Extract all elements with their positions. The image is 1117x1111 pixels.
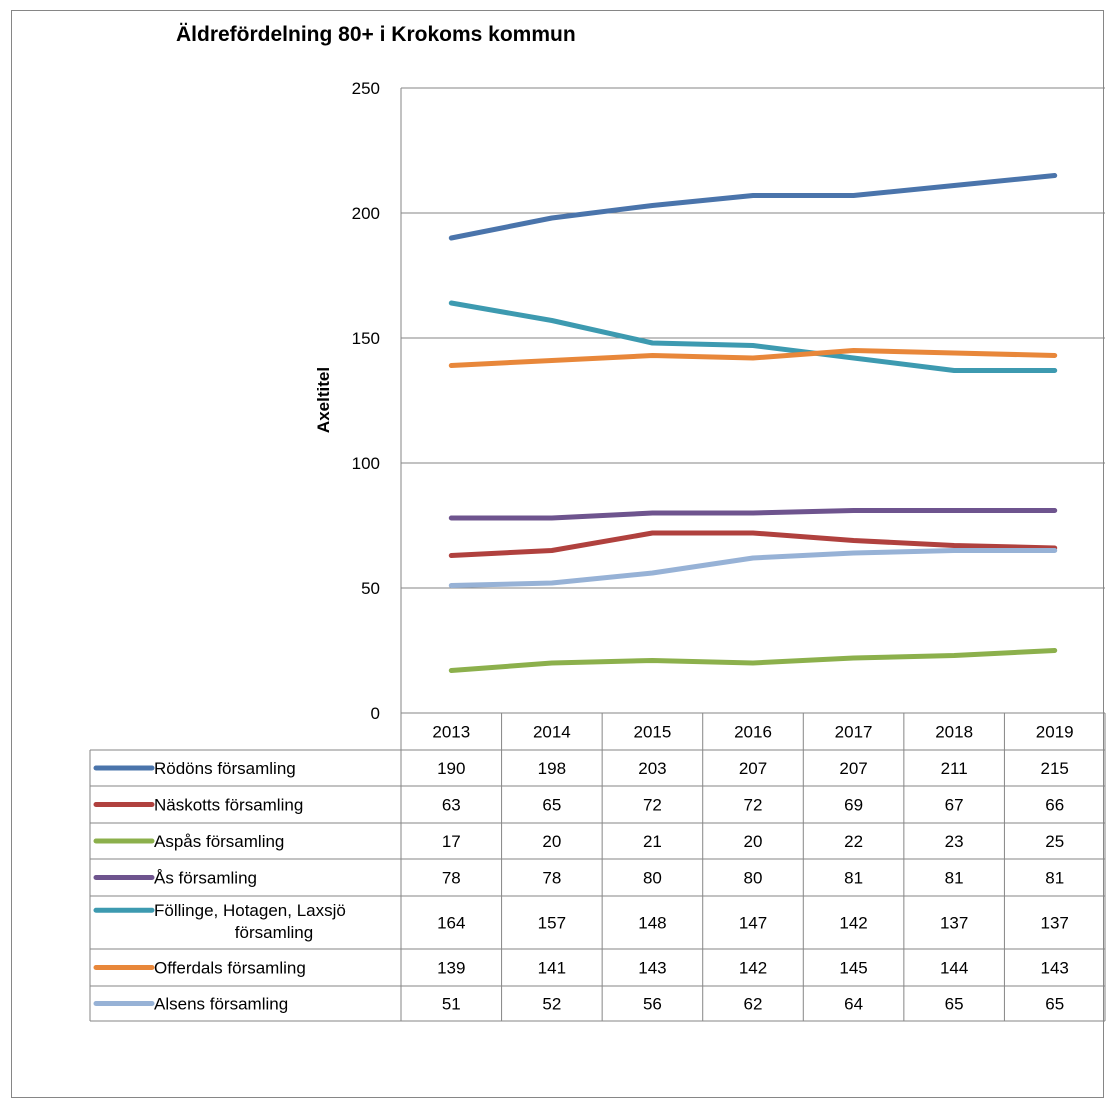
data-label: 139: [437, 959, 465, 978]
data-label: 67: [945, 796, 964, 815]
data-label: 65: [542, 796, 561, 815]
data-label: 23: [945, 832, 964, 851]
data-label: 143: [638, 959, 666, 978]
data-label: 72: [744, 796, 763, 815]
data-label: 207: [739, 759, 767, 778]
data-label: 211: [941, 759, 968, 778]
data-label: 17: [442, 832, 461, 851]
data-label: 141: [538, 959, 566, 978]
data-label: 22: [844, 832, 863, 851]
series-line: [448, 530, 1058, 558]
series-line: [448, 508, 1058, 521]
data-label: 66: [1045, 796, 1064, 815]
x-tick-label: 2014: [533, 723, 571, 742]
legend-label: Rödöns församling: [154, 759, 296, 778]
y-tick-label: 250: [352, 79, 380, 98]
legend-label: Offerdals församling: [154, 959, 306, 978]
data-label: 81: [844, 869, 863, 888]
legend-label: Aspås församling: [154, 832, 284, 851]
data-label: 62: [744, 995, 763, 1014]
y-tick-label: 200: [352, 204, 380, 223]
series-line: [448, 173, 1058, 241]
legend-label: Alsens församling: [154, 995, 288, 1014]
series-line: [448, 648, 1058, 673]
data-label: 51: [442, 995, 461, 1014]
data-label: 207: [839, 759, 867, 778]
data-label: 20: [744, 832, 763, 851]
y-tick-label: 0: [371, 704, 380, 723]
data-label: 157: [538, 914, 566, 933]
data-label: 56: [643, 995, 662, 1014]
chart-frame: [11, 10, 1104, 1098]
data-label: 65: [945, 995, 964, 1014]
legend-label: Föllinge, Hotagen, Laxsjö församling: [154, 901, 346, 942]
data-label: 137: [1041, 914, 1069, 933]
x-tick-label: 2016: [734, 723, 772, 742]
series-lines: [448, 173, 1058, 673]
data-label: 147: [739, 914, 767, 933]
data-label: 203: [638, 759, 666, 778]
x-tick-label: 2017: [835, 723, 873, 742]
y-tick-label: 50: [361, 579, 380, 598]
data-label: 148: [638, 914, 666, 933]
data-label: 52: [542, 995, 561, 1014]
data-label: 215: [1041, 759, 1069, 778]
gridlines: [400, 87, 1105, 713]
data-label: 25: [1045, 832, 1064, 851]
chart-title: Äldrefördelning 80+ i Krokoms kommun: [176, 23, 576, 46]
x-tick-label: 2018: [935, 723, 973, 742]
x-tick-label: 2015: [634, 723, 672, 742]
data-label: 78: [542, 869, 561, 888]
data-label: 65: [1045, 995, 1064, 1014]
data-label: 144: [940, 959, 968, 978]
data-label: 142: [839, 914, 867, 933]
data-label: 81: [945, 869, 964, 888]
x-tick-label: 2019: [1036, 723, 1074, 742]
data-label: 64: [844, 995, 863, 1014]
data-label: 164: [437, 914, 465, 933]
data-label: 142: [739, 959, 767, 978]
legend-label: Ås församling: [154, 869, 257, 888]
data-label: 80: [744, 869, 763, 888]
data-label: 198: [538, 759, 566, 778]
series-line: [448, 300, 1058, 373]
series-line: [448, 348, 1058, 368]
data-label: 20: [542, 832, 561, 851]
data-label: 69: [844, 796, 863, 815]
y-tick-label: 150: [352, 329, 380, 348]
data-label: 137: [940, 914, 968, 933]
data-label: 78: [442, 869, 461, 888]
y-axis-label: Axeltitel: [314, 367, 333, 433]
data-label: 190: [437, 759, 465, 778]
y-tick-label: 100: [352, 454, 380, 473]
data-label: 81: [1045, 869, 1064, 888]
data-label: 72: [643, 796, 662, 815]
legend-label: Näskotts församling: [154, 796, 303, 815]
series-line: [448, 548, 1058, 588]
y-axis-ticks: 0 50 100 150 200 250: [352, 79, 380, 723]
data-label: 63: [442, 796, 461, 815]
x-tick-label: 2013: [432, 723, 470, 742]
data-label: 143: [1041, 959, 1069, 978]
data-label: 145: [839, 959, 867, 978]
data-label: 21: [643, 832, 662, 851]
data-label: 80: [643, 869, 662, 888]
